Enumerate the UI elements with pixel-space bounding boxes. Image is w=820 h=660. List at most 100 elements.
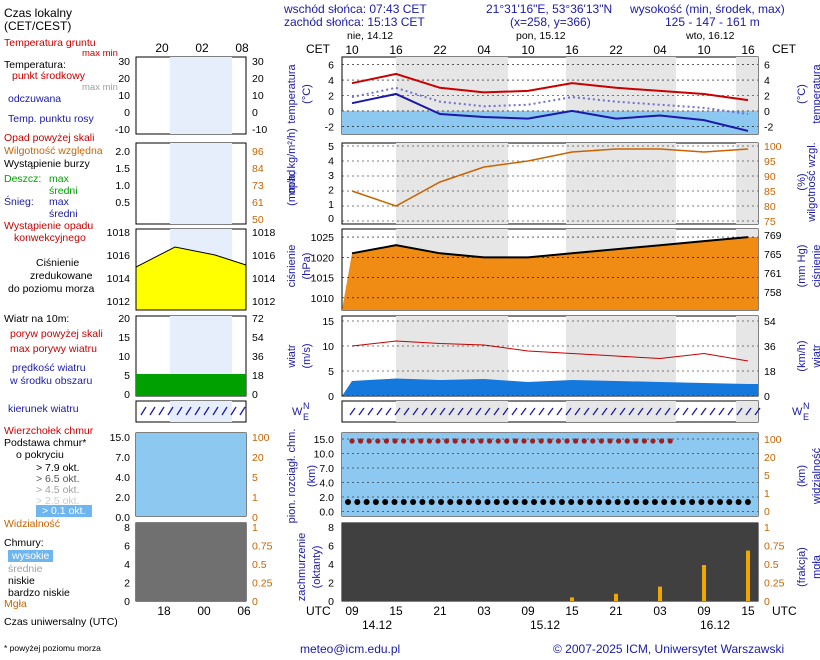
cloud-top-dot-16 [487,438,493,444]
cloud-base-dot-36 [679,499,686,505]
cloud-base-dot-6 [400,499,407,505]
footer-email[interactable]: meteo@icm.edu.pl [300,642,401,656]
leg-fog-2: 0.5 [252,559,267,571]
utc-tick-9: 15 [741,604,755,618]
fog-tick-1: 0.75 [764,541,785,553]
leg-wind-arrow-4 [176,406,183,416]
leg-okt-4: 0 [124,596,130,608]
cloud-base-dot-12 [456,499,463,505]
leg-hum-4: 50 [252,214,264,226]
cloud-base-dot-18 [512,499,519,505]
legend-okt-65: > 6.5 okt. [36,473,80,485]
leg-temp-l-4: -10 [115,124,130,136]
legend-soil-maxmin: max min [82,48,118,59]
legend-temperature: Temperatura: [4,59,66,71]
wind-area [342,378,758,396]
cloud-top-dot-36 [659,438,665,444]
wind-arrow-17 [502,407,509,416]
legend-storm: Wystąpienie burzy [4,158,90,170]
utc-label-left: UTC [306,604,331,618]
wind-kmh-tick-0: 54 [764,316,776,328]
leg-wind-r-3: 18 [252,370,264,382]
leg-cloud-4: 0.0 [115,512,130,524]
unit-vis-r2: widzialność [811,447,820,505]
unit-wind-u: (m/s) [301,343,313,369]
leg-temp-r-0: 30 [252,56,264,68]
legend-dew-point: Temp. punktu rosy [8,113,94,125]
unit-wind-r-u: (km/h) [796,340,808,372]
leg-prec-3: 0.5 [115,197,130,209]
cloud-base-dot-37 [689,499,696,505]
leg-okt-3: 2 [124,578,130,590]
leg-wind-arrow-11 [239,406,246,416]
cloud-base-dot-41 [726,499,733,505]
legend-cl-high: wysokie [8,550,54,562]
cet-label-left: CET [306,42,330,56]
coordinates: 21°31'16"E, 53°36'13"N [486,2,613,16]
precip-tick-2: 3 [328,170,334,182]
night-band-precip-1 [566,143,676,224]
legend-cl-mid: średnie [8,563,43,575]
leg-wind-arrow-10 [230,406,237,416]
dew-line [351,86,749,115]
legend-perceived: odczuwana [8,93,62,105]
cloud-top-dot-22 [538,438,544,444]
wind-kmh-tick-3: 0 [764,391,770,403]
leg-press-r-2: 1014 [252,273,276,285]
utc-day-2: 15.12 [530,618,561,632]
wind-tick-0: 15 [322,316,334,328]
leg-top-tick-2: 08 [235,41,249,55]
utc-tick-4: 09 [521,604,535,618]
leg-okt-0: 8 [124,522,130,534]
cloud-top-dot-20 [521,438,527,444]
leg-bottom-tick-0: 18 [157,604,171,618]
fog-bar-9 [746,550,750,601]
wind-arrow-1 [358,407,365,416]
cloud-top-dot-2 [366,438,372,444]
leg-vis-2: 5 [252,472,258,484]
leg-prec-0: 2.0 [115,146,130,158]
leg-wind-arrow-8 [212,406,219,416]
leg-wind-arrow-9 [221,406,228,416]
fog-bar-5 [570,597,574,601]
wind-arrow-18 [511,407,518,416]
cloud-top-dot-5 [392,438,398,444]
leg-wind-r-1: 54 [252,332,264,344]
wind-arrow-38 [691,407,698,416]
cloud-tick-3: 4.0 [319,478,334,490]
cet-tick-3: 04 [477,43,491,57]
wind-tick-1: 10 [322,341,334,353]
wind-arrow-44 [745,407,752,416]
compass-e-right: E [803,412,809,422]
cloud-base-dot-9 [428,499,435,505]
cloud-base-dot-11 [447,499,454,505]
hum-tick-2: 90 [764,171,776,183]
wind-arrow-19 [520,407,527,416]
temp-tick-right-2: 2 [764,91,770,103]
wind-arrow-43 [736,407,743,416]
leg-temp-r-2: 10 [252,90,264,102]
leg-hum-1: 84 [252,163,264,175]
wind-arrow-22 [547,407,554,416]
leg-top-tick-1: 02 [195,41,209,55]
wind-arrow-30 [619,407,626,416]
leg-wind-area [136,374,246,396]
cloud-tick-1: 10.0 [314,449,335,461]
leg-prec-2: 1.0 [115,180,130,192]
fog-tick-2: 0.5 [764,559,779,571]
utc-day-1: 14.12 [362,618,393,632]
sunset: zachód słońca: 15:13 CET [284,15,425,29]
cloud-top-dot-33 [633,438,639,444]
legend-mid-point: punkt środkowy [12,70,85,82]
cloud-base-dot-13 [465,499,472,505]
cloud-base-dot-5 [391,499,398,505]
cloud-base-dot-40 [717,499,723,505]
cloud-top-dot-35 [650,438,656,444]
wind-arrow-40 [709,407,716,416]
cloud-top-dot-13 [461,438,467,444]
cloud-top-dot-4 [383,438,389,444]
cloud-top-dot-23 [547,438,553,444]
utc-tick-6: 21 [609,604,623,618]
leg-fog-0: 1 [252,522,258,534]
cloud-base-dot-38 [698,499,705,505]
